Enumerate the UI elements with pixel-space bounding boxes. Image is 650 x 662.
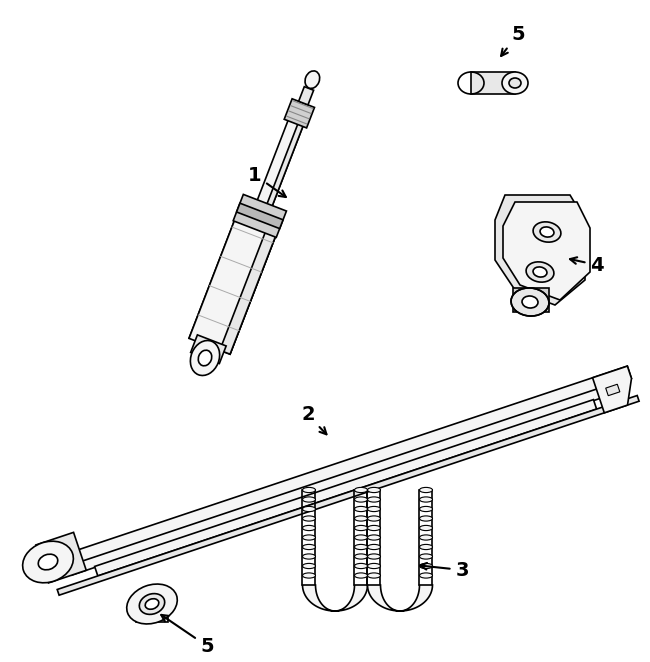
Ellipse shape (367, 487, 380, 493)
Ellipse shape (354, 563, 367, 569)
Polygon shape (57, 395, 639, 595)
Ellipse shape (305, 71, 320, 89)
Ellipse shape (302, 573, 315, 578)
Ellipse shape (354, 554, 367, 559)
Ellipse shape (419, 563, 432, 569)
Text: 5: 5 (501, 24, 525, 56)
Ellipse shape (354, 497, 367, 502)
Ellipse shape (511, 288, 549, 316)
Ellipse shape (302, 526, 315, 531)
Ellipse shape (419, 573, 432, 578)
Polygon shape (495, 195, 585, 305)
Polygon shape (68, 383, 617, 575)
Ellipse shape (354, 487, 367, 493)
Polygon shape (264, 118, 305, 214)
Ellipse shape (367, 554, 380, 559)
Ellipse shape (367, 544, 380, 549)
Ellipse shape (540, 227, 554, 237)
Ellipse shape (367, 506, 380, 512)
Polygon shape (298, 87, 314, 105)
Ellipse shape (419, 554, 432, 559)
Ellipse shape (23, 542, 73, 583)
Ellipse shape (419, 544, 432, 549)
Ellipse shape (354, 573, 367, 578)
Ellipse shape (354, 535, 367, 540)
Ellipse shape (367, 563, 380, 569)
Ellipse shape (367, 535, 380, 540)
Polygon shape (36, 532, 86, 583)
Polygon shape (503, 202, 590, 300)
Text: 1: 1 (248, 166, 286, 197)
Ellipse shape (509, 78, 521, 88)
Ellipse shape (302, 535, 315, 540)
Text: 2: 2 (301, 406, 326, 434)
Ellipse shape (367, 573, 380, 578)
Ellipse shape (419, 487, 432, 493)
Polygon shape (593, 366, 632, 413)
Polygon shape (237, 203, 283, 228)
Text: 3: 3 (420, 561, 469, 579)
Polygon shape (254, 115, 305, 214)
Ellipse shape (127, 584, 177, 624)
Polygon shape (220, 221, 280, 354)
Polygon shape (513, 288, 549, 312)
Ellipse shape (419, 526, 432, 531)
Ellipse shape (526, 262, 554, 282)
Polygon shape (136, 600, 168, 622)
Ellipse shape (419, 506, 432, 512)
Ellipse shape (533, 267, 547, 277)
Ellipse shape (419, 497, 432, 502)
Ellipse shape (522, 296, 538, 308)
Ellipse shape (38, 554, 58, 570)
Ellipse shape (302, 497, 315, 502)
Ellipse shape (190, 340, 220, 375)
Polygon shape (47, 366, 632, 573)
Ellipse shape (354, 544, 367, 549)
Polygon shape (471, 72, 515, 94)
Polygon shape (190, 335, 226, 363)
Ellipse shape (354, 516, 367, 521)
Ellipse shape (354, 506, 367, 512)
Polygon shape (284, 99, 315, 128)
Ellipse shape (302, 563, 315, 569)
Polygon shape (233, 195, 287, 238)
Polygon shape (302, 585, 367, 611)
Polygon shape (606, 384, 620, 396)
Ellipse shape (533, 222, 561, 242)
Ellipse shape (302, 544, 315, 549)
Polygon shape (189, 209, 280, 354)
Ellipse shape (145, 598, 159, 609)
Ellipse shape (367, 516, 380, 521)
Ellipse shape (502, 72, 528, 94)
Ellipse shape (139, 594, 164, 614)
Ellipse shape (354, 526, 367, 531)
Polygon shape (95, 400, 597, 576)
Ellipse shape (302, 554, 315, 559)
Ellipse shape (367, 497, 380, 502)
Text: 4: 4 (570, 256, 604, 275)
Text: 5: 5 (161, 615, 214, 655)
Polygon shape (367, 585, 432, 611)
Ellipse shape (419, 535, 432, 540)
Ellipse shape (367, 526, 380, 531)
Ellipse shape (198, 350, 212, 366)
Ellipse shape (302, 506, 315, 512)
Ellipse shape (302, 516, 315, 521)
Ellipse shape (302, 487, 315, 493)
Ellipse shape (419, 516, 432, 521)
